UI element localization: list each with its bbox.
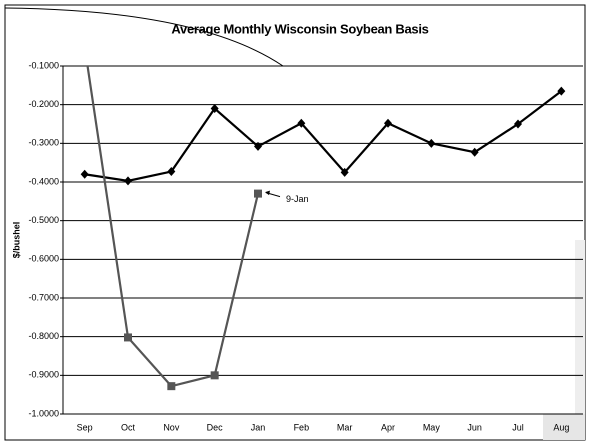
marker	[167, 382, 176, 391]
annotation-arrowhead	[265, 190, 270, 196]
side-shade	[575, 240, 585, 414]
y-tick-label: -0.2000	[28, 99, 59, 109]
y-tick-label: -0.9000	[28, 370, 59, 380]
y-tick-label: -0.4000	[28, 176, 59, 186]
y-axis-title: $/bushel	[11, 222, 21, 259]
x-tick-label: Jan	[251, 422, 266, 432]
annotation: 9-Jan	[286, 194, 309, 204]
x-tick-label: Sep	[77, 422, 93, 432]
x-tick-label: Jul	[512, 422, 524, 432]
y-tick-label: -0.3000	[28, 138, 59, 148]
marker	[384, 118, 392, 128]
y-tick-label: -0.8000	[28, 331, 59, 341]
x-tick-label: Oct	[121, 422, 136, 432]
chart-frame	[4, 4, 586, 441]
x-tick-label: Feb	[294, 422, 310, 432]
y-tick-label: -0.5000	[28, 215, 59, 225]
marker	[167, 167, 176, 177]
highlight-box	[543, 414, 585, 440]
y-tick-label: -0.7000	[28, 292, 59, 302]
marker	[210, 104, 219, 114]
marker	[124, 176, 132, 186]
x-tick-label: May	[423, 422, 441, 432]
plot-area	[80, 66, 566, 391]
y-tick-label: -0.6000	[28, 254, 59, 264]
x-tick-label: Jun	[467, 422, 482, 432]
marker	[254, 189, 262, 198]
series-line	[84, 90, 562, 182]
x-tick-label: Dec	[207, 422, 224, 432]
marker	[210, 371, 219, 380]
y-tick-label: -1.0000	[28, 408, 59, 418]
x-tick-label: Nov	[163, 422, 180, 432]
x-tick-label: Mar	[337, 422, 353, 432]
y-tick-label: -0.1000	[28, 60, 59, 70]
marker	[427, 138, 436, 148]
marker	[80, 169, 89, 179]
marker	[470, 147, 479, 157]
x-tick-label: Aug	[553, 422, 569, 432]
marker	[124, 333, 132, 342]
marker	[297, 118, 306, 128]
marker	[340, 167, 349, 177]
x-tick-label: Apr	[381, 422, 395, 432]
marker	[557, 86, 566, 96]
decoration-curve	[4, 7, 284, 67]
marker	[254, 141, 262, 151]
marker	[514, 119, 522, 129]
chart-title: Average Monthly Wisconsin Soybean Basis	[171, 21, 428, 36]
